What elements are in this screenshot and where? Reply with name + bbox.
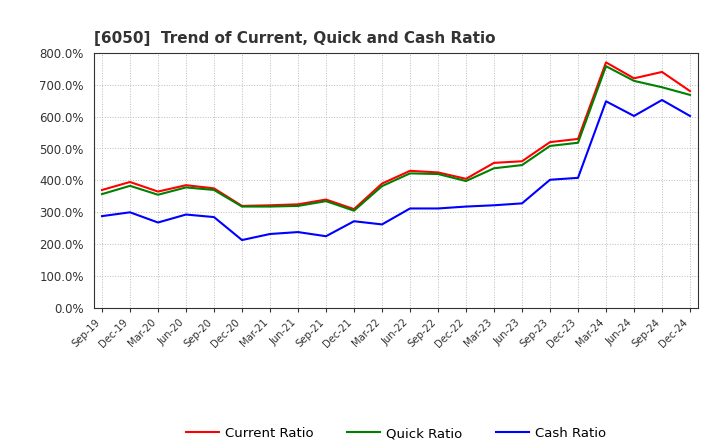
Current Ratio: [490, 160, 498, 165]
Quick Ratio: [602, 63, 611, 69]
Cash Ratio: [350, 219, 359, 224]
Line: Quick Ratio: Quick Ratio: [102, 66, 690, 211]
Current Ratio: [350, 206, 359, 212]
Cash Ratio: [433, 206, 442, 211]
Cash Ratio: [378, 222, 387, 227]
Current Ratio: [630, 76, 639, 81]
Current Ratio: [602, 60, 611, 65]
Cash Ratio: [630, 114, 639, 119]
Current Ratio: [433, 170, 442, 175]
Current Ratio: [126, 180, 135, 185]
Quick Ratio: [266, 204, 274, 209]
Quick Ratio: [405, 171, 414, 176]
Cash Ratio: [518, 201, 526, 206]
Current Ratio: [210, 186, 218, 191]
Current Ratio: [322, 197, 330, 202]
Quick Ratio: [630, 78, 639, 84]
Cash Ratio: [98, 213, 107, 219]
Cash Ratio: [462, 204, 470, 209]
Cash Ratio: [153, 220, 162, 225]
Quick Ratio: [98, 191, 107, 197]
Quick Ratio: [378, 183, 387, 189]
Quick Ratio: [433, 171, 442, 176]
Line: Current Ratio: Current Ratio: [102, 62, 690, 209]
Quick Ratio: [518, 162, 526, 168]
Quick Ratio: [210, 187, 218, 193]
Cash Ratio: [405, 206, 414, 211]
Quick Ratio: [294, 203, 302, 209]
Current Ratio: [462, 176, 470, 181]
Current Ratio: [181, 183, 190, 188]
Cash Ratio: [238, 238, 246, 243]
Current Ratio: [294, 202, 302, 207]
Cash Ratio: [266, 231, 274, 237]
Cash Ratio: [490, 203, 498, 208]
Quick Ratio: [685, 92, 694, 98]
Quick Ratio: [153, 192, 162, 198]
Current Ratio: [378, 181, 387, 186]
Current Ratio: [405, 168, 414, 173]
Cash Ratio: [574, 175, 582, 180]
Cash Ratio: [657, 97, 666, 103]
Current Ratio: [98, 187, 107, 193]
Current Ratio: [657, 69, 666, 74]
Current Ratio: [153, 189, 162, 194]
Text: [6050]  Trend of Current, Quick and Cash Ratio: [6050] Trend of Current, Quick and Cash …: [94, 31, 495, 46]
Current Ratio: [518, 159, 526, 164]
Cash Ratio: [294, 229, 302, 235]
Cash Ratio: [210, 214, 218, 220]
Quick Ratio: [238, 204, 246, 209]
Quick Ratio: [126, 183, 135, 188]
Quick Ratio: [462, 178, 470, 183]
Quick Ratio: [490, 165, 498, 171]
Legend: Current Ratio, Quick Ratio, Cash Ratio: Current Ratio, Quick Ratio, Cash Ratio: [181, 422, 611, 440]
Quick Ratio: [181, 185, 190, 190]
Quick Ratio: [350, 208, 359, 213]
Quick Ratio: [574, 140, 582, 145]
Cash Ratio: [602, 99, 611, 104]
Cash Ratio: [685, 114, 694, 119]
Current Ratio: [546, 139, 554, 145]
Current Ratio: [238, 203, 246, 209]
Current Ratio: [266, 203, 274, 208]
Current Ratio: [574, 136, 582, 142]
Line: Cash Ratio: Cash Ratio: [102, 100, 690, 240]
Current Ratio: [685, 88, 694, 94]
Cash Ratio: [126, 210, 135, 215]
Cash Ratio: [546, 177, 554, 183]
Quick Ratio: [322, 198, 330, 204]
Cash Ratio: [322, 234, 330, 239]
Cash Ratio: [181, 212, 190, 217]
Quick Ratio: [546, 143, 554, 149]
Quick Ratio: [657, 84, 666, 90]
